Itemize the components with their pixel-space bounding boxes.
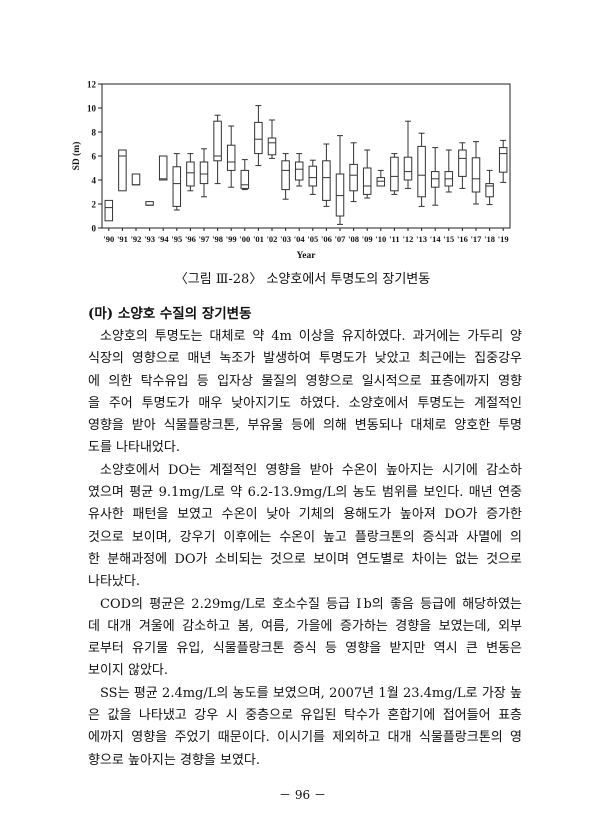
box [240, 169, 250, 189]
text-line: 도를 나타내었다. [88, 440, 180, 456]
x-tick-label: '08 [348, 234, 359, 244]
x-tick-label: '97 [199, 234, 211, 244]
x-tick-label: '13 [416, 234, 427, 244]
box [199, 161, 209, 185]
x-tick-label: '17 [471, 234, 483, 244]
x-tick-label: '06 [321, 234, 332, 244]
x-tick-label: '93 [144, 234, 155, 244]
x-tick-label: '10 [375, 234, 386, 244]
text-line: 유사한 패턴을 보였고 수온이 낮아 기체의 용해도가 높아져 DO가 증가한 [88, 507, 522, 523]
x-tick-label: '07 [335, 234, 347, 244]
text-line: 향으로 높아지는 경향을 보였다. [88, 752, 261, 768]
box [186, 161, 195, 187]
x-tick-label: '19 [498, 234, 509, 244]
box [471, 157, 481, 193]
box [417, 145, 426, 198]
y-axis-label: SD (m) [71, 142, 82, 171]
text-line: 에까지 영향을 주었기 때문이다. 이시기를 제외하고 대개 식물플랑크톤의 영 [88, 730, 522, 746]
x-tick-label: '03 [280, 234, 291, 244]
x-tick-label: '98 [212, 234, 223, 244]
text-line: 영향을 받아 식물플랑크톤, 부유물 등에 의해 변동되나 대체로 양호한 투명 [88, 418, 522, 434]
x-axis-label: Year [297, 251, 317, 261]
x-tick-label: '01 [253, 234, 264, 244]
x-tick-label: '15 [443, 234, 454, 244]
box [158, 155, 168, 181]
figure-caption: 〈그림 Ⅲ-28〉 소양호에서 투명도의 장기변동 [174, 272, 431, 287]
paragraph: COD의 평균은 2.29mg/L로 호소수질 등급 Ⅰb의 좋음 등급에 해당… [88, 594, 522, 683]
box [213, 120, 222, 162]
paragraph: 소양호의 투명도는 대체로 약 4m 이상을 유지하였다. 과거에는 가두리 양… [88, 326, 522, 460]
x-tick-label: '91 [117, 234, 128, 244]
x-tick-label: '09 [362, 234, 373, 244]
box [131, 173, 141, 186]
text-line: 소양호의 투명도는 대체로 약 4m 이상을 유지하였다. 과거에는 가두리 양 [100, 329, 522, 344]
box [145, 201, 154, 206]
box [376, 177, 386, 187]
text-line: 데 대개 겨울에 감소하고 봄, 여름, 가을에 증가하는 경향을 보였는데, … [88, 618, 522, 634]
box [430, 171, 440, 188]
page-number: － 96 － [279, 788, 326, 802]
x-tick-label: '16 [457, 234, 468, 244]
text-line: 였으며 평균 9.1mg/L로 약 6.2-13.9mg/L의 농도 범위를 보… [88, 485, 522, 501]
box [254, 121, 263, 155]
x-tick-label: '96 [185, 234, 196, 244]
text-line: 한 분해과정에 DO가 소비되는 것으로 보이며 연도별로 차이는 없는 것으로 [88, 551, 522, 567]
sd-boxplot-chart: 0 2 4 6 8 10 12 SD (m) Year '90'91'92'93'94'95'96… [71, 80, 511, 261]
box [294, 161, 304, 181]
box [104, 199, 114, 222]
x-tick-label: '99 [226, 234, 237, 244]
box [322, 160, 331, 201]
y-tick-label: 10 [87, 104, 97, 114]
text-line: 보이지 않았다. [88, 663, 169, 679]
box [118, 149, 127, 192]
y-tick-label: 6 [92, 152, 97, 162]
section-heading: (마) 소양호 수질의 장기변동 [88, 306, 252, 322]
box [308, 165, 318, 187]
x-tick-label: '18 [484, 234, 495, 244]
y-tick-label: 0 [92, 224, 97, 234]
x-tick-label: '14 [430, 234, 442, 244]
x-tick-label: '95 [171, 234, 182, 244]
box [362, 167, 372, 195]
box [485, 183, 494, 198]
text-line: 에 의한 탁수유입 등 입자상 물질의 영향으로 일시적으로 표층에까지 영향 [88, 373, 522, 389]
box [226, 144, 236, 171]
y-tick-label: 8 [92, 128, 97, 138]
x-tick-label: '11 [389, 234, 399, 244]
text-line: 식장의 영향으로 매년 녹조가 발생하여 투명도가 낮았고 최근에는 집중강우 [88, 351, 522, 367]
body-text: 소양호의 투명도는 대체로 약 4m 이상을 유지하였다. 과거에는 가두리 양… [88, 326, 522, 772]
text-line: SS는 평균 2.4mg/L의 농도를 보였으며, 2007년 1월 23.4m… [100, 685, 522, 701]
text-line: 로부터 유기물 유입, 식물플랑크톤 증식 등 영향을 받지만 역시 큰 변동은 [88, 641, 522, 657]
box [498, 147, 508, 173]
text-line: 것으로 보이며, 강우기 이후에는 수온이 높고 플랑크톤의 증식과 사멸에 의 [88, 529, 522, 545]
x-tick-label: '00 [239, 234, 250, 244]
box [349, 163, 358, 192]
x-tick-label: '92 [131, 234, 142, 244]
text-line: COD의 평균은 2.29mg/L로 호소수질 등급 Ⅰb의 좋음 등급에 해당… [100, 596, 522, 612]
x-tick-label: '12 [403, 234, 414, 244]
x-tick-label: '05 [307, 234, 318, 244]
text-line: 소양호에서 DO는 계절적인 영향을 받아 수온이 높아지는 시기에 감소하 [100, 462, 522, 478]
y-tick-label: 12 [87, 80, 97, 90]
box [335, 173, 345, 217]
x-tick-label: '94 [158, 234, 170, 244]
text-line: 은 값을 나타냈고 강우 시 중층으로 유입된 탁수가 혼합기에 접어들어 표층 [88, 708, 522, 724]
box [458, 149, 467, 177]
paragraph: SS는 평균 2.4mg/L의 농도를 보였으며, 2007년 1월 23.4m… [88, 683, 522, 772]
x-tick-label: '02 [267, 234, 278, 244]
y-tick-label: 4 [92, 176, 97, 186]
box [172, 166, 182, 207]
text-line: 을 주어 투명도가 매우 낮아지기도 하였다. 소양호에서 투명도는 계절적인 [88, 395, 522, 411]
x-tick-label: '04 [294, 234, 306, 244]
box [281, 160, 290, 191]
text-line: 나타났다. [88, 574, 140, 590]
y-tick-label: 2 [92, 200, 97, 210]
box [267, 137, 277, 156]
x-tick-label: '90 [103, 234, 114, 244]
box [403, 156, 413, 181]
box [390, 156, 399, 192]
